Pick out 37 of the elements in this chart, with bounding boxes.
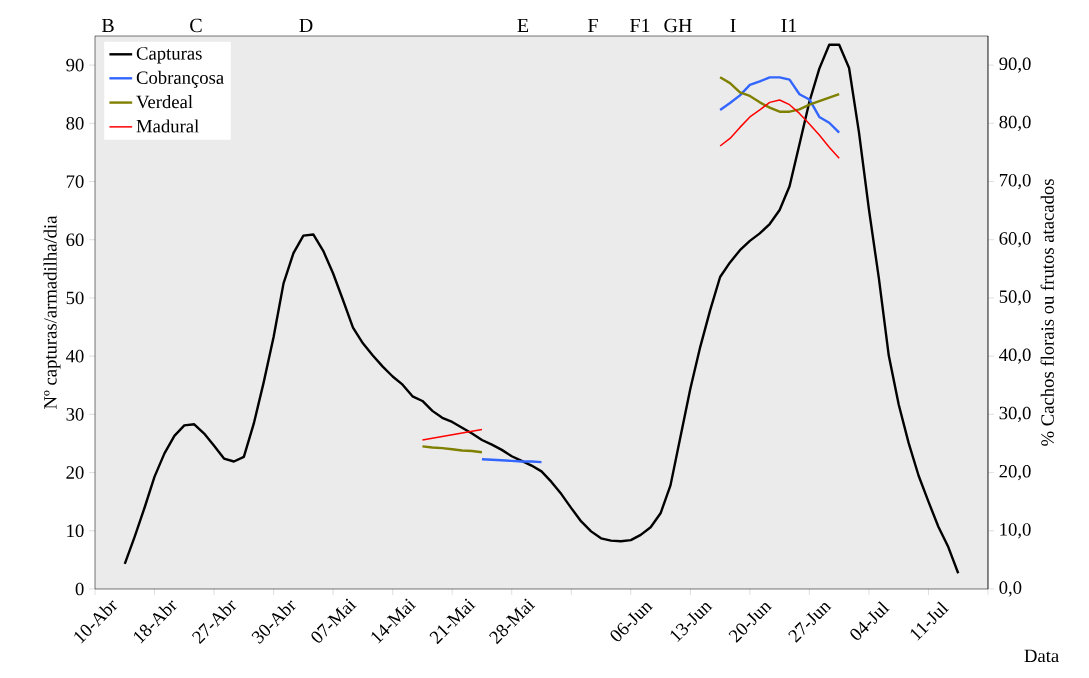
text: F1 — [630, 18, 650, 32]
legend-label: Madural — [136, 119, 199, 133]
y-axis-title: Nº capturas/armadilha/dia — [43, 215, 61, 409]
legend-label: Capturas — [136, 47, 202, 64]
y2-tick-label: 70,0 — [999, 173, 1031, 190]
x-axis-title: Data — [1024, 649, 1059, 663]
y2-tick-label: 90,0 — [999, 57, 1031, 73]
legend-label: Cobrançosa — [136, 70, 224, 88]
line-series — [123, 43, 960, 575]
y-tick-label: 70 — [66, 175, 84, 188]
y2-tick-label: 0,0 — [999, 581, 1022, 597]
y-tick-label: 60 — [66, 233, 84, 247]
text: I1 — [781, 18, 797, 32]
y-tick-label: 50 — [66, 291, 84, 305]
y-tick-label: 90 — [66, 58, 84, 72]
y2-tick-label: 20,0 — [999, 464, 1031, 481]
text: B — [101, 18, 114, 33]
text: C — [190, 18, 202, 33]
y2-tick-label: 50,0 — [999, 290, 1031, 306]
y2-tick-label: 40,0 — [999, 348, 1031, 364]
y-tick-label: 10 — [67, 524, 84, 538]
text: D — [299, 18, 313, 33]
text: E — [517, 18, 529, 32]
y2-tick-label: 80,0 — [999, 115, 1031, 131]
y-tick-label: 40 — [65, 349, 84, 363]
y2-tick-label: 10,0 — [1000, 523, 1031, 539]
y2-axis-title: % Cachos florais ou frutos atacados — [1040, 179, 1054, 446]
y2-tick-label: 30,0 — [999, 406, 1031, 422]
y-tick-label: 20 — [66, 466, 84, 479]
text: F — [588, 18, 598, 32]
y-tick-label: 80 — [66, 117, 84, 130]
text: I — [730, 18, 736, 32]
y2-tick-label: 60,0 — [999, 232, 1031, 248]
text: GH — [664, 18, 692, 33]
y-tick-label: 30 — [66, 408, 84, 421]
legend-label: Verdeal — [136, 95, 193, 109]
y-tick-label: 0 — [75, 582, 84, 596]
